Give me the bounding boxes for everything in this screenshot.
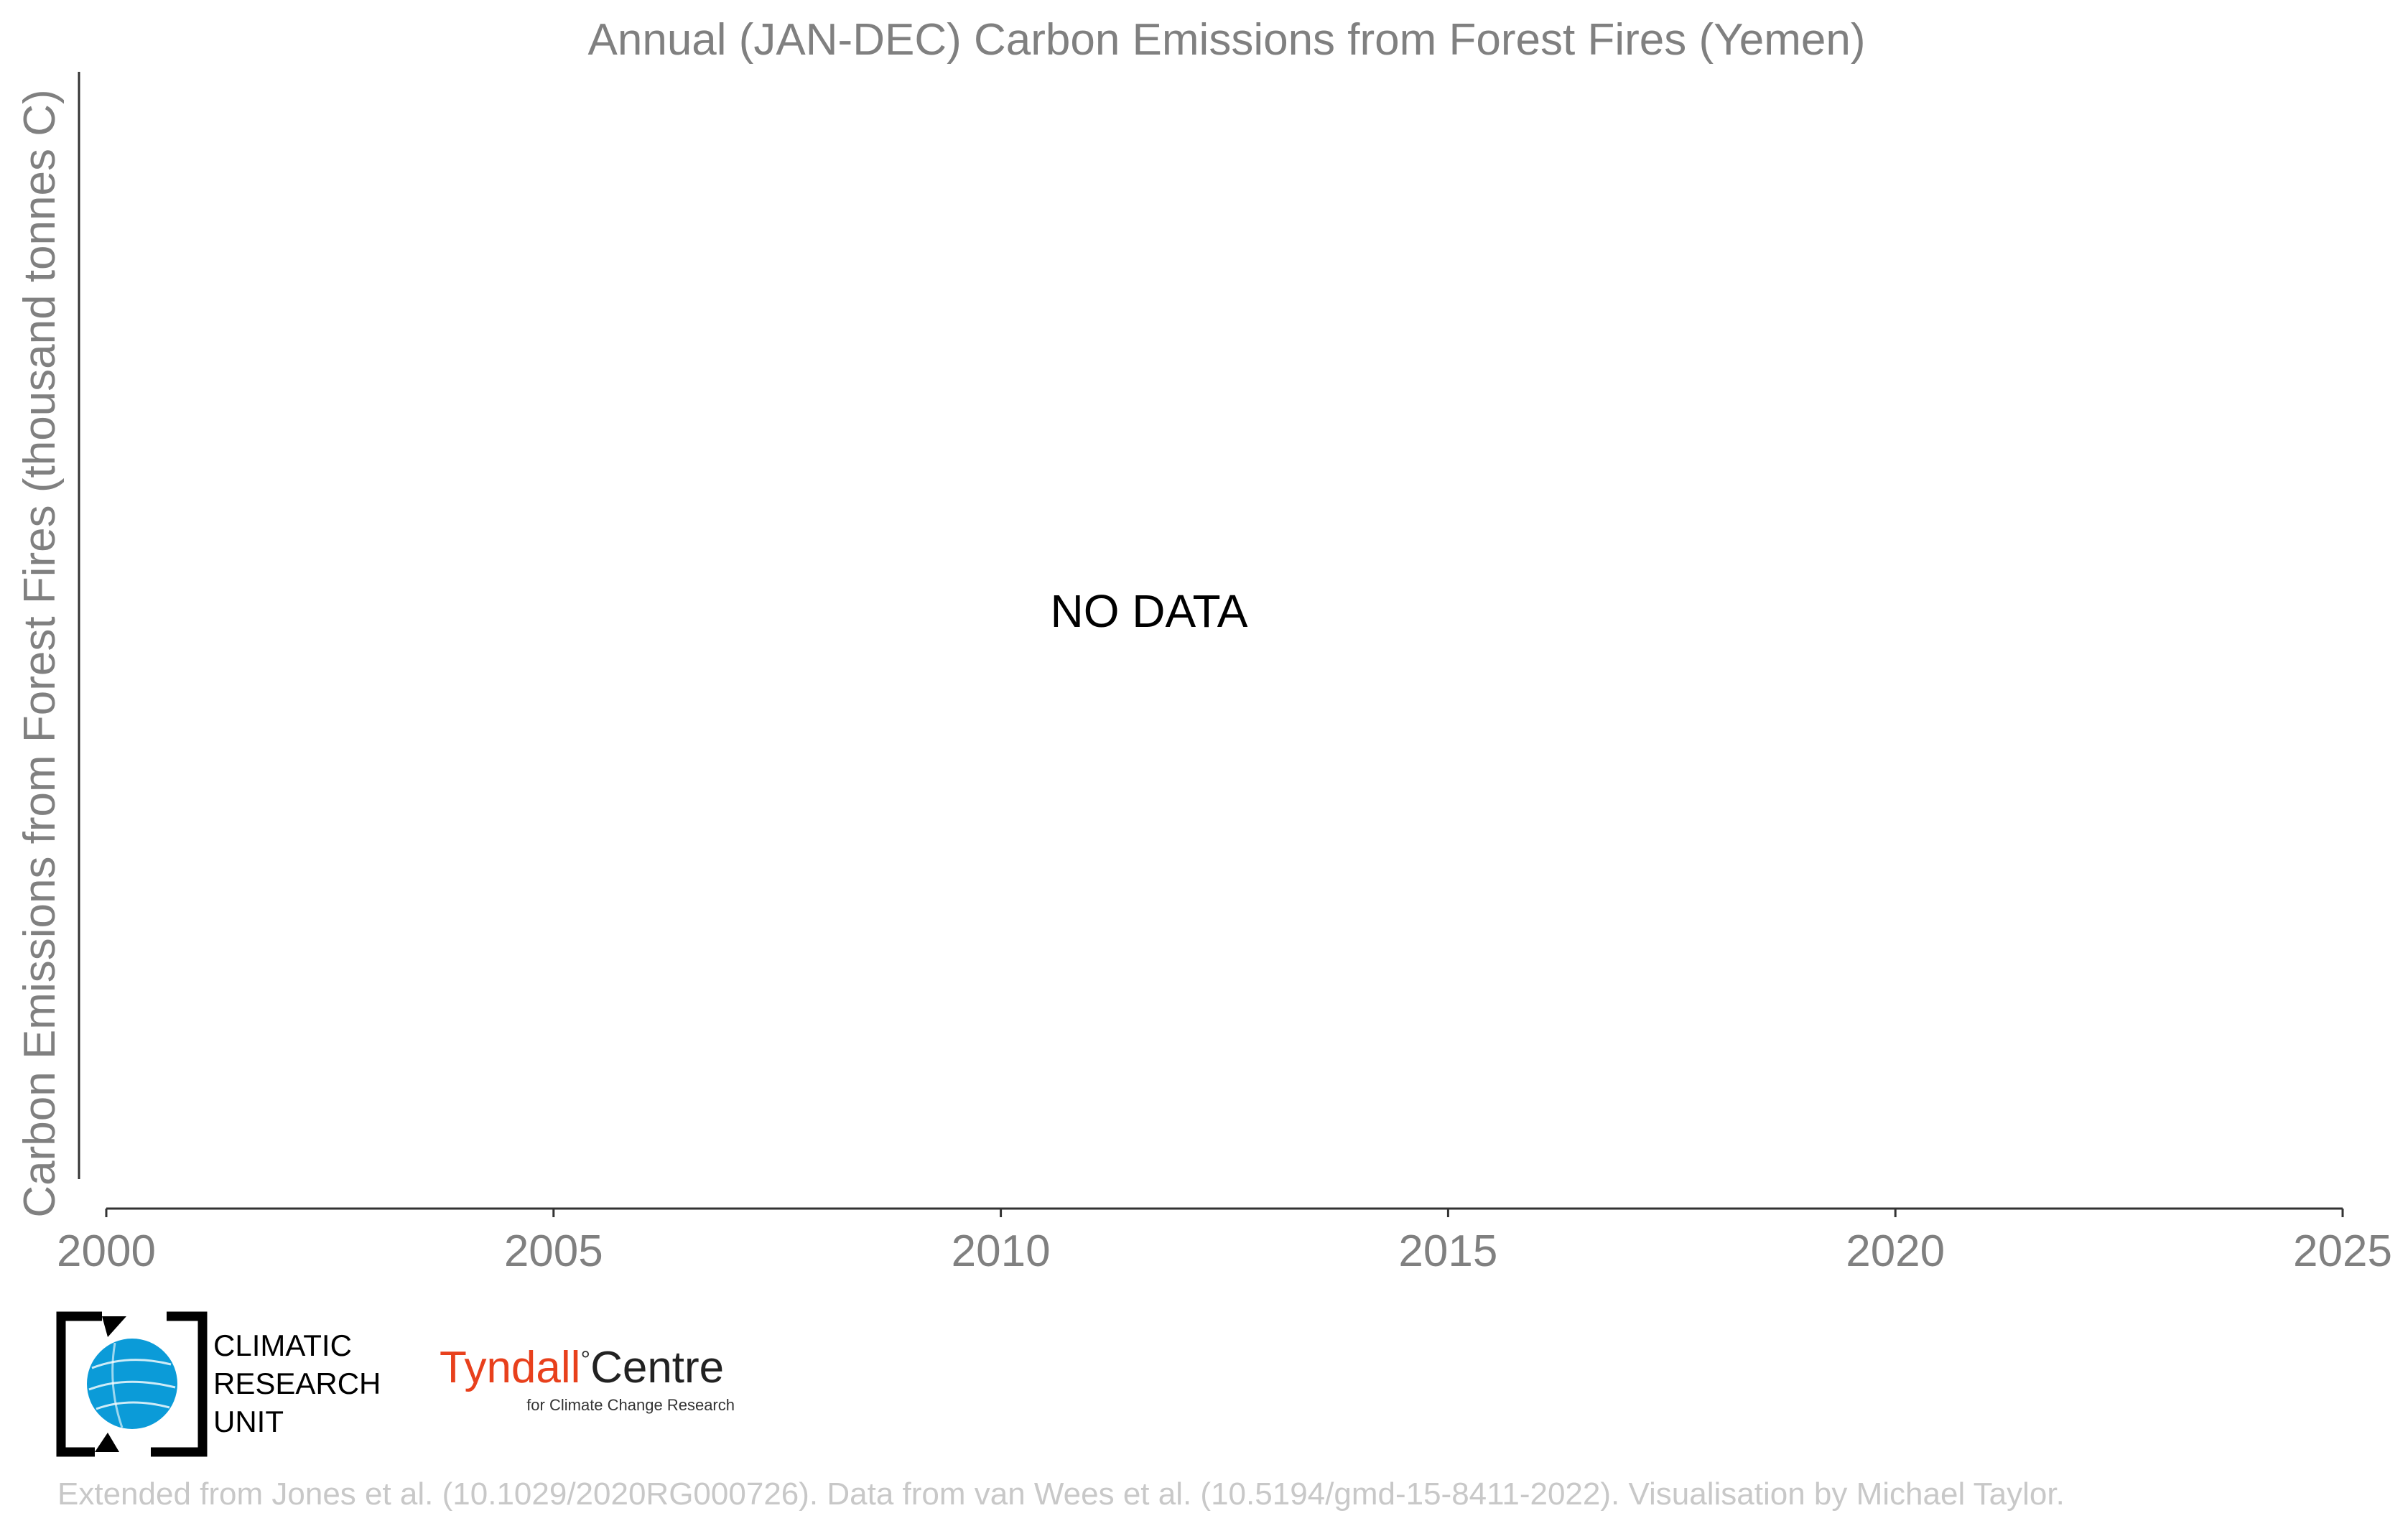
cru-bracket-notch-bottom bbox=[95, 1433, 119, 1452]
globe-line-4 bbox=[111, 1342, 124, 1428]
x-tick-label: 2000 bbox=[57, 1227, 156, 1276]
tyndall-subtitle: for Climate Change Research bbox=[526, 1396, 735, 1414]
tyndall-centre: Centre bbox=[590, 1343, 724, 1392]
x-tick-label: 2020 bbox=[1846, 1227, 1945, 1276]
credit-line: Extended from Jones et al. (10.1029/2020… bbox=[57, 1476, 2065, 1512]
tyndall-name: Tyndall bbox=[440, 1343, 580, 1392]
globe-icon bbox=[87, 1339, 177, 1429]
cru-text-line3: UNIT bbox=[213, 1405, 284, 1438]
cru-text-line2: RESEARCH bbox=[213, 1367, 381, 1400]
no-data-annotation: NO DATA bbox=[1051, 585, 1248, 637]
y-axis-label: Carbon Emissions from Forest Fires (thou… bbox=[15, 89, 65, 1217]
cru-logo: CLIMATIC RESEARCH UNIT bbox=[56, 1311, 381, 1457]
globe-line-2 bbox=[88, 1380, 176, 1391]
tyndall-wordmark: Tyndall°Centre bbox=[440, 1343, 724, 1392]
cru-bracket-notch-top bbox=[102, 1316, 126, 1337]
x-axis-ticks: 2000 2005 2010 2015 2020 2025 bbox=[57, 1209, 2392, 1276]
x-tick-label: 2015 bbox=[1398, 1227, 1497, 1276]
cru-bracket-right bbox=[151, 1311, 208, 1457]
x-tick-label: 2010 bbox=[952, 1227, 1051, 1276]
tyndall-degree: ° bbox=[580, 1346, 590, 1374]
x-tick-label: 2025 bbox=[2293, 1227, 2392, 1276]
tyndall-logo: Tyndall°Centre for Climate Change Resear… bbox=[440, 1343, 735, 1414]
cru-bracket-left bbox=[56, 1311, 102, 1457]
globe-line-3 bbox=[96, 1401, 170, 1410]
globe-line-1 bbox=[91, 1359, 172, 1369]
cru-text-line1: CLIMATIC bbox=[213, 1328, 352, 1362]
x-tick-label: 2005 bbox=[504, 1227, 603, 1276]
chart-title: Annual (JAN-DEC) Carbon Emissions from F… bbox=[588, 15, 1866, 65]
